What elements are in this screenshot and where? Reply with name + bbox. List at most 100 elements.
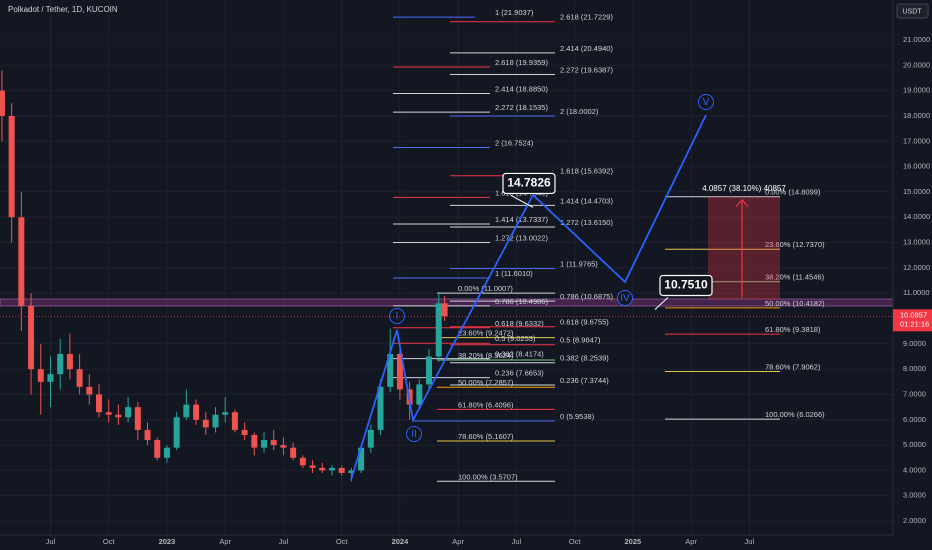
- candle-body: [66, 353, 73, 370]
- fib-label: 1 (21.9037): [495, 8, 534, 17]
- candle-body: [280, 445, 287, 448]
- candle-body: [231, 412, 238, 430]
- candles: [0, 70, 448, 482]
- y-tick-label: 16.0000: [903, 162, 930, 171]
- callout-label: 10.7510: [664, 278, 708, 292]
- x-tick-label: Jul: [745, 537, 755, 546]
- fib-label: 0.786 (10.6875): [560, 292, 613, 301]
- fib-label: 2.414 (20.4940): [560, 44, 613, 53]
- candle-body: [251, 434, 258, 448]
- fib-label: 0.00% (11.0007): [458, 284, 513, 293]
- y-tick-label: 4.0000: [903, 465, 926, 474]
- candle-body: [125, 407, 132, 418]
- x-tick-label: Oct: [103, 537, 116, 546]
- candle-body: [241, 429, 248, 435]
- y-tick-label: 15.0000: [903, 187, 930, 196]
- candle-body: [358, 447, 365, 471]
- candle-body: [86, 386, 93, 395]
- x-tick-label: Jul: [279, 537, 289, 546]
- fib-label: 1.272 (13.0022): [495, 233, 548, 242]
- fib-label: 2 (18.0002): [560, 107, 599, 116]
- callout-label: 14.7826: [507, 176, 551, 190]
- currency-box: [896, 3, 929, 19]
- candle-body: [96, 394, 103, 413]
- fib-label: 23.60% (9.2472): [458, 329, 514, 338]
- measure-label: 4.0857 (38.10%) 40857: [702, 184, 786, 193]
- y-tick-label: 17.0000: [903, 136, 930, 145]
- candle-body: [202, 419, 209, 428]
- candle-body: [222, 412, 229, 415]
- candle-body: [47, 374, 54, 382]
- measure-box: [708, 196, 780, 300]
- fib-label: 38.20% (8.3624): [458, 351, 514, 360]
- y-tick-label: 14.0000: [903, 212, 930, 221]
- candle-body: [416, 384, 423, 405]
- candle-body: [8, 115, 15, 218]
- candle-body: [270, 440, 277, 446]
- y-tick-label: 12.0000: [903, 263, 930, 272]
- candle-body: [18, 217, 25, 306]
- x-tick-label: Oct: [569, 537, 582, 546]
- fib-label: 0.382 (8.2539): [560, 354, 609, 363]
- wave-label: V: [703, 97, 710, 108]
- y-tick-label: 18.0000: [903, 111, 930, 120]
- x-tick-label: Apr: [219, 537, 231, 546]
- candle-body: [338, 467, 345, 473]
- candle-body: [387, 353, 394, 387]
- y-tick-label: 20.0000: [903, 60, 930, 69]
- fib-label: 78.60% (7.9062): [765, 363, 821, 372]
- fib-label: 50.00% (7.2857): [458, 378, 514, 387]
- fib-label: 1 (11.9765): [560, 259, 598, 268]
- candle-body: [367, 429, 374, 448]
- candle-body: [115, 414, 122, 418]
- y-tick-label: 13.0000: [903, 238, 930, 247]
- measure-arrowhead: [735, 198, 749, 208]
- candle-body: [426, 356, 433, 385]
- x-tick-label: Oct: [336, 537, 349, 546]
- callout-pointer: [654, 297, 669, 310]
- callout-pointer: [510, 194, 534, 208]
- countdown: 01:21:16: [900, 319, 929, 328]
- wave-label: IV: [620, 293, 630, 304]
- overlay: 4.0857 (38.10%) 4085714.782610.7510IIIIV…: [0, 94, 893, 442]
- wave-path: [350, 114, 707, 481]
- candle-body: [173, 417, 180, 448]
- x-tick-label: Jul: [46, 537, 56, 546]
- candle-body: [0, 90, 5, 116]
- axes: 21.0000 20.0000 19.0000 18.0000 17.0000 16.00…: [46, 35, 932, 546]
- x-tick-label: Apr: [685, 537, 697, 546]
- y-tick-label: 19.0000: [903, 86, 930, 95]
- fib-label: 100.00% (3.5707): [458, 472, 518, 481]
- fib-label: 0.236 (7.6653): [495, 369, 544, 378]
- candle-body: [57, 353, 64, 375]
- candle-body: [309, 465, 316, 468]
- candle-body: [290, 447, 297, 458]
- wave-label: II: [411, 429, 417, 440]
- fib-label: 0.618 (9.6755): [560, 318, 609, 327]
- wave-circle: [617, 290, 633, 306]
- fib-label: 0.5 (9.0253): [495, 334, 536, 343]
- fib-label: 1.414 (13.7337): [495, 215, 548, 224]
- y-tick-label: 9.0000: [903, 339, 926, 348]
- candle-body: [328, 467, 335, 471]
- candle-body: [76, 369, 83, 387]
- fib-label: 0.00% (14.8099): [765, 188, 821, 197]
- candle-body: [154, 440, 161, 458]
- candle-body: [134, 407, 141, 430]
- candle-body: [105, 412, 112, 415]
- y-tick-label: 5.0000: [903, 440, 926, 449]
- candle-body: [435, 303, 442, 357]
- fib-label: 0.382 (8.4174): [495, 350, 544, 359]
- candle-body: [396, 353, 403, 390]
- fib-label: 38.20% (11.4546): [765, 273, 825, 282]
- wave-circle: [698, 94, 714, 110]
- candle-body: [28, 305, 35, 370]
- fib-label: 2.618 (21.7229): [560, 13, 613, 22]
- x-tick-label: 2025: [625, 537, 642, 546]
- price-axis: [893, 0, 932, 550]
- y-tick-label: 3.0000: [903, 491, 926, 500]
- last-price-label: 10.0857: [900, 310, 927, 319]
- fib-label: 1.272 (13.6150): [560, 218, 613, 227]
- y-tick-label: 2.0000: [903, 516, 926, 525]
